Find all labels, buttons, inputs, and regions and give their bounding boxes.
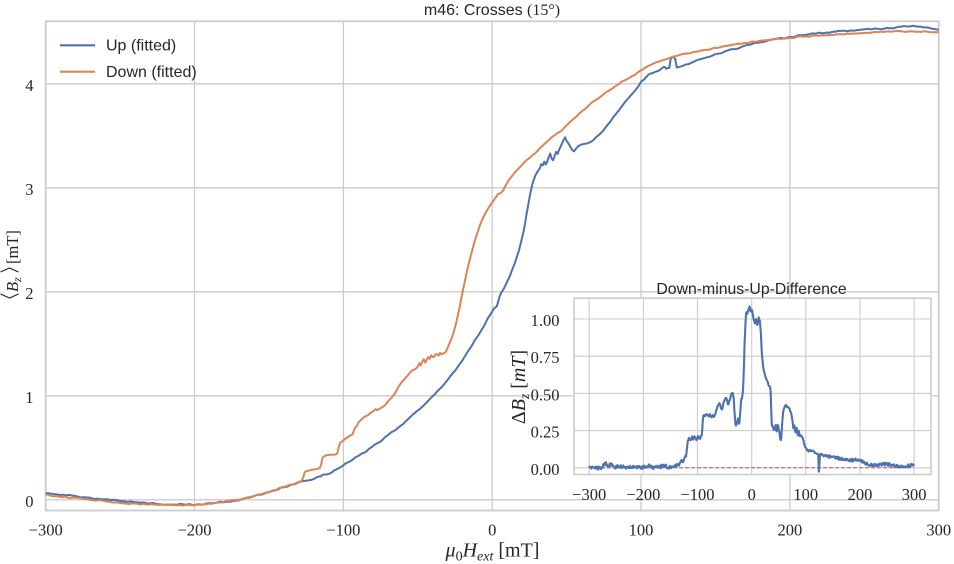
svg-text:200: 200 bbox=[778, 521, 803, 540]
svg-text:0.25: 0.25 bbox=[531, 423, 560, 442]
svg-text:Up (fitted): Up (fitted) bbox=[106, 38, 176, 55]
svg-text:0.75: 0.75 bbox=[531, 348, 560, 367]
svg-text:2: 2 bbox=[25, 284, 33, 303]
svg-text:0: 0 bbox=[488, 521, 496, 540]
svg-text:1.00: 1.00 bbox=[531, 311, 560, 330]
svg-text:0: 0 bbox=[25, 492, 33, 511]
svg-text:300: 300 bbox=[926, 521, 951, 540]
svg-text:−300: −300 bbox=[572, 485, 606, 504]
svg-text:−100: −100 bbox=[326, 521, 360, 540]
svg-text:Bz: Bz bbox=[3, 277, 24, 292]
svg-text:−100: −100 bbox=[680, 485, 714, 504]
svg-text:Down-minus-Up-Difference: Down-minus-Up-Difference bbox=[656, 281, 846, 298]
svg-text:−200: −200 bbox=[626, 485, 660, 504]
svg-text:−200: −200 bbox=[177, 521, 211, 540]
svg-text:100: 100 bbox=[793, 485, 818, 504]
svg-text:200: 200 bbox=[848, 485, 873, 504]
svg-text:μ0Hext [mT]: μ0Hext [mT] bbox=[445, 540, 540, 564]
svg-text:ΔBz [mT]: ΔBz [mT] bbox=[508, 350, 532, 424]
svg-text:0.00: 0.00 bbox=[531, 460, 560, 479]
svg-text:3: 3 bbox=[25, 180, 33, 199]
svg-text:−300: −300 bbox=[29, 521, 63, 540]
svg-text:4: 4 bbox=[25, 76, 33, 95]
svg-text:Down (fitted): Down (fitted) bbox=[106, 64, 197, 81]
svg-text:300: 300 bbox=[902, 485, 927, 504]
svg-text:100: 100 bbox=[629, 521, 654, 540]
svg-text:m46: Crosses (15°): m46: Crosses (15°) bbox=[424, 2, 560, 19]
svg-text:0.50: 0.50 bbox=[531, 385, 560, 404]
svg-text:0: 0 bbox=[748, 485, 756, 504]
svg-text:[mT]: [mT] bbox=[3, 230, 22, 264]
svg-text:1: 1 bbox=[25, 388, 33, 407]
